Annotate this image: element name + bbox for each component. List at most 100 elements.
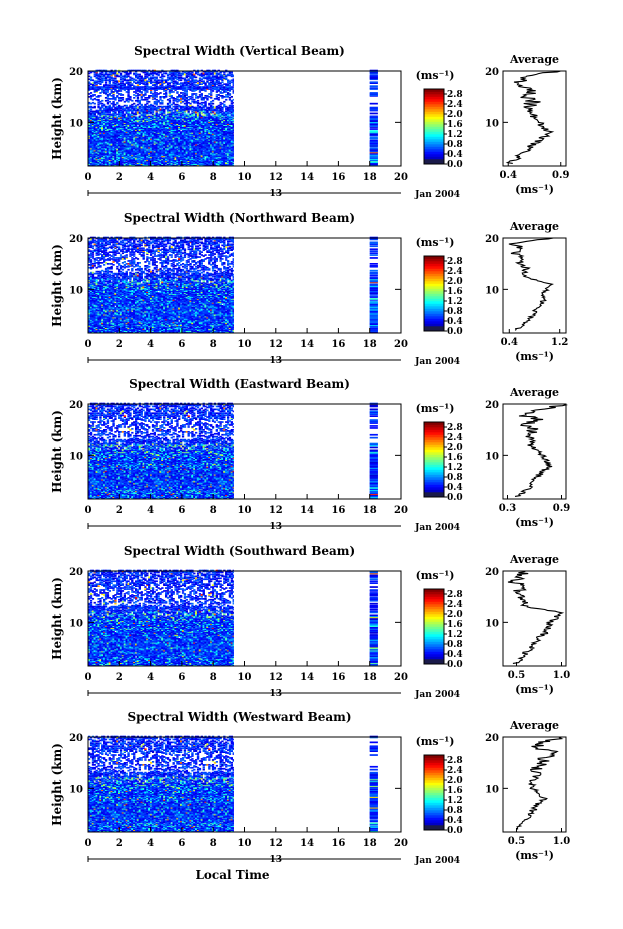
heatmap-cell xyxy=(140,158,143,161)
heatmap-cell xyxy=(142,119,145,122)
heatmap-cell xyxy=(146,161,149,164)
heatmap-cell xyxy=(89,146,93,149)
heatmap-cell xyxy=(146,112,149,115)
heatmap-cell xyxy=(136,131,140,133)
heatmap-cell xyxy=(135,130,138,132)
heatmap-cell xyxy=(157,118,160,121)
heatmap-cell xyxy=(93,161,96,164)
heatmap-cell xyxy=(93,80,96,83)
heatmap-cell xyxy=(161,80,164,83)
heatmap-cell xyxy=(136,99,140,102)
heatmap-cell xyxy=(150,86,153,88)
heatmap-cell xyxy=(116,106,119,109)
heatmap-cell xyxy=(118,108,121,111)
heatmap-cell xyxy=(129,118,132,121)
heatmap-cell xyxy=(140,111,143,114)
heatmap-cell xyxy=(125,126,128,128)
heatmap-cell xyxy=(129,144,132,147)
heatmap-cell xyxy=(163,105,166,108)
heatmap-cell xyxy=(112,121,115,124)
heatmap-cell xyxy=(138,164,141,166)
heatmap-cell xyxy=(104,153,108,156)
heatmap-cell xyxy=(135,147,138,150)
heatmap-cell xyxy=(136,138,140,141)
heatmap-cell xyxy=(142,122,145,124)
heatmap-cell xyxy=(155,121,158,124)
heatmap-cell xyxy=(101,129,104,131)
heatmap-cell xyxy=(146,149,149,152)
heatmap-cell xyxy=(88,135,91,137)
heatmap-cell xyxy=(104,137,108,139)
heatmap-cell xyxy=(185,90,188,92)
heatmap-cell xyxy=(101,138,104,140)
heatmap-cell xyxy=(140,142,143,145)
heatmap-cell xyxy=(116,148,119,151)
heatmap-cell xyxy=(93,131,96,133)
heatmap-cell xyxy=(101,123,104,125)
heatmap-cell xyxy=(91,112,95,115)
heatmap-cell xyxy=(114,152,117,155)
heatmap-cell xyxy=(99,130,102,132)
heatmap-cell xyxy=(150,164,153,166)
heatmap-cell xyxy=(151,156,155,159)
heatmap-cell xyxy=(129,117,132,120)
heatmap-cell xyxy=(108,122,111,124)
heatmap-cell xyxy=(108,138,111,141)
heatmap-cell xyxy=(159,120,162,123)
heatmap-cell xyxy=(151,159,155,162)
heatmap-cell xyxy=(146,138,149,140)
heatmap-cell xyxy=(121,135,125,137)
heatmap-cell xyxy=(148,123,151,125)
heatmap-cell xyxy=(133,117,136,120)
heatmap-cell xyxy=(116,121,119,124)
heatmap-cell xyxy=(101,148,104,151)
heatmap-cell xyxy=(155,152,158,155)
heatmap-cell xyxy=(159,162,162,164)
heatmap-cell xyxy=(106,122,110,124)
heatmap-cell xyxy=(138,102,141,105)
heatmap-cell xyxy=(104,88,108,90)
heatmap-cell xyxy=(136,136,140,138)
heatmap-cell xyxy=(119,129,123,131)
heatmap-cell xyxy=(114,123,117,125)
heatmap-cell xyxy=(95,136,98,138)
heatmap-cell xyxy=(89,129,93,131)
heatmap-cell xyxy=(121,136,125,138)
heatmap-cell xyxy=(136,109,140,112)
heatmap-cell xyxy=(103,86,106,88)
heatmap-cell xyxy=(153,78,156,81)
heatmap-cell xyxy=(138,154,141,157)
heatmap-cell xyxy=(131,88,134,90)
heatmap-cell xyxy=(136,137,140,139)
heatmap-cell xyxy=(136,161,140,164)
heatmap-cell xyxy=(103,73,106,76)
heatmap-cell xyxy=(112,102,115,105)
heatmap-cell xyxy=(136,147,140,150)
heatmap-cell xyxy=(163,160,166,163)
heatmap-cell xyxy=(153,126,156,128)
heatmap-cell xyxy=(114,107,117,110)
heatmap-cell xyxy=(140,152,143,155)
heatmap-cell xyxy=(155,77,158,80)
heatmap-cell xyxy=(165,154,168,157)
heatmap-cell xyxy=(129,164,132,166)
heatmap-cell xyxy=(165,148,168,151)
heatmap-cell xyxy=(125,146,128,149)
heatmap-cell xyxy=(125,133,128,135)
heatmap-cell xyxy=(108,131,111,133)
heatmap-cell xyxy=(116,131,119,133)
heatmap-cell xyxy=(101,160,104,163)
heatmap-cell xyxy=(150,108,153,111)
heatmap-cell xyxy=(110,125,113,127)
heatmap-cell xyxy=(103,160,106,163)
heatmap-cell xyxy=(121,132,125,134)
heatmap-cell xyxy=(127,152,130,155)
heatmap-cell xyxy=(103,158,106,161)
heatmap-cell xyxy=(163,96,166,98)
heatmap-cell xyxy=(114,130,117,132)
heatmap-cell xyxy=(110,149,113,152)
heatmap-cell xyxy=(97,151,100,154)
heatmap-cell xyxy=(95,135,98,137)
heatmap-cell xyxy=(97,118,100,121)
heatmap-cell xyxy=(155,122,158,124)
